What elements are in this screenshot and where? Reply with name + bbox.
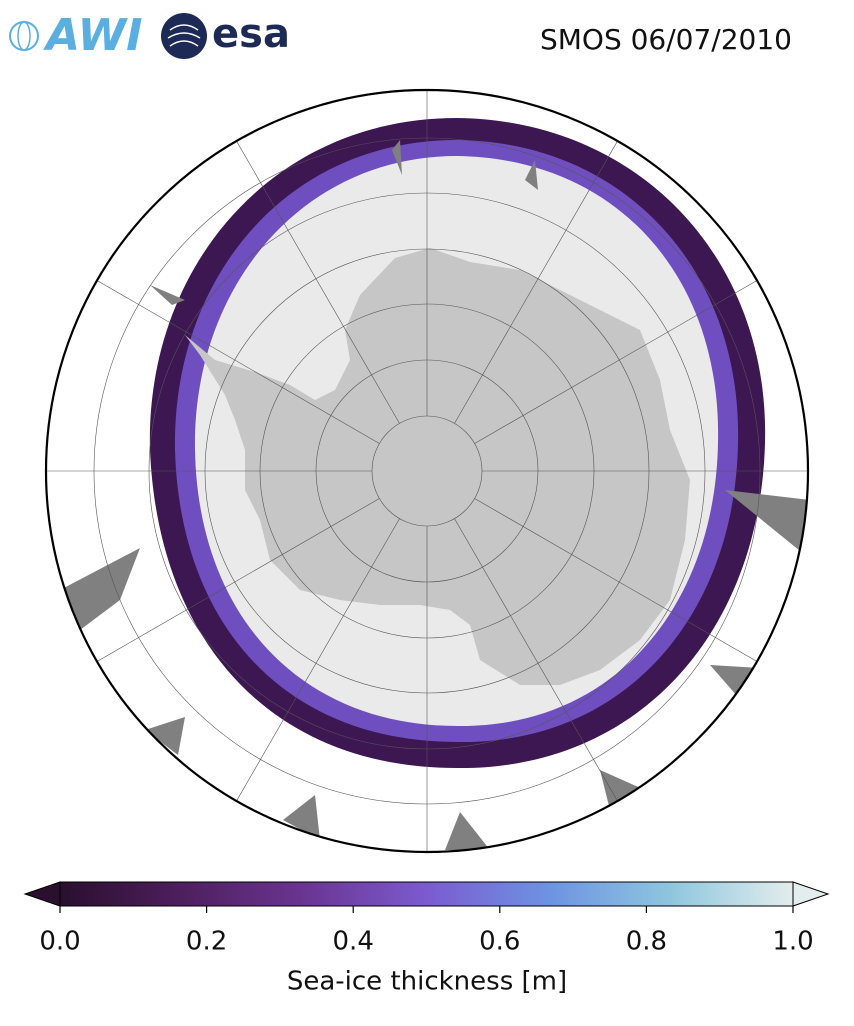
colorbar: Sea-ice thickness [m] 0.0 0.2 0.4 0.6 0.8 1.0 — [23, 881, 830, 997]
meridian — [474, 280, 758, 444]
colorbar-tick-label: 0.2 — [186, 927, 227, 957]
meridian — [454, 518, 618, 802]
colorbar-tick-label: 0.8 — [626, 927, 667, 957]
colorbar-tick-label: 0.4 — [333, 927, 374, 957]
graticule — [46, 90, 808, 852]
logo-text: esa — [212, 11, 290, 57]
awi-logo: AWI — [9, 10, 143, 61]
map-title: SMOS 06/07/2010 — [540, 23, 792, 56]
esa-logo: esa — [161, 11, 290, 59]
colorbar-extend-low — [23, 881, 61, 907]
colorbar-extend-high — [792, 881, 830, 907]
colorbar-ramp — [59, 881, 794, 907]
map — [46, 90, 808, 852]
colorbar-label: Sea-ice thickness [m] — [287, 967, 567, 997]
meridian — [236, 140, 400, 424]
meridian — [454, 140, 618, 424]
meridian — [236, 518, 400, 802]
antarctica — [185, 248, 690, 685]
meridian — [474, 498, 758, 662]
map-boundary — [44, 88, 810, 854]
colorbar-tick-label: 1.0 — [772, 927, 813, 957]
meridian — [96, 280, 380, 444]
colorbar-tick-label: 0.0 — [39, 927, 80, 957]
meridian — [96, 498, 380, 662]
colorbar-tick-label: 0.6 — [479, 927, 520, 957]
logo-text: AWI — [43, 10, 143, 61]
